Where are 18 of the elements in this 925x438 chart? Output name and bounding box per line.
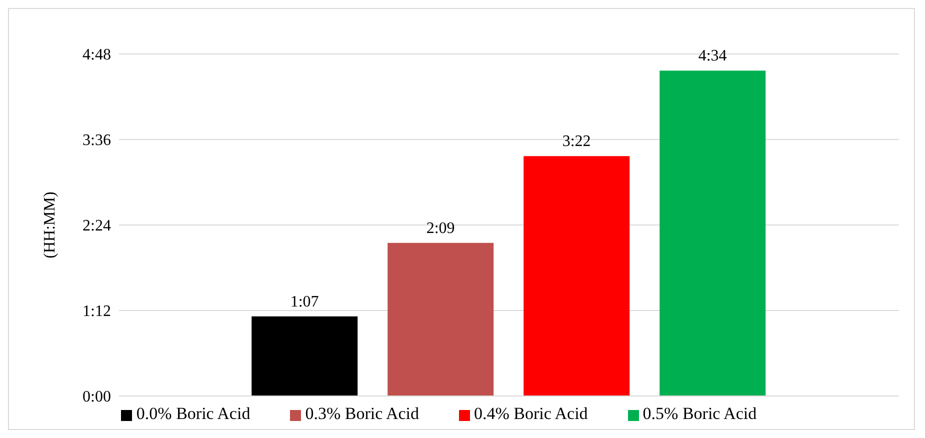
y-tick-label: 1:12 (82, 303, 111, 320)
y-tick-label: 0:00 (82, 388, 111, 406)
legend-label: 0.3% Boric Acid (305, 404, 419, 423)
bar (524, 156, 630, 396)
bar (388, 242, 494, 396)
data-label: 2:09 (426, 220, 455, 237)
data-label: 3:22 (562, 133, 591, 150)
y-tick-label: 4:48 (82, 46, 111, 64)
legend-label: 0.5% Boric Acid (642, 404, 757, 423)
data-label: 1:07 (290, 293, 319, 310)
data-label: 4:34 (698, 48, 727, 65)
bar (252, 316, 358, 396)
y-tick-label: 2:24 (82, 218, 111, 235)
y-axis-title: (HH:MM) (42, 192, 59, 258)
legend-label: 0.4% Boric Acid (474, 404, 588, 423)
y-tick-label: 3:36 (82, 132, 111, 150)
legend-label: 0.0% Boric Acid (136, 404, 250, 423)
bar (660, 70, 766, 396)
